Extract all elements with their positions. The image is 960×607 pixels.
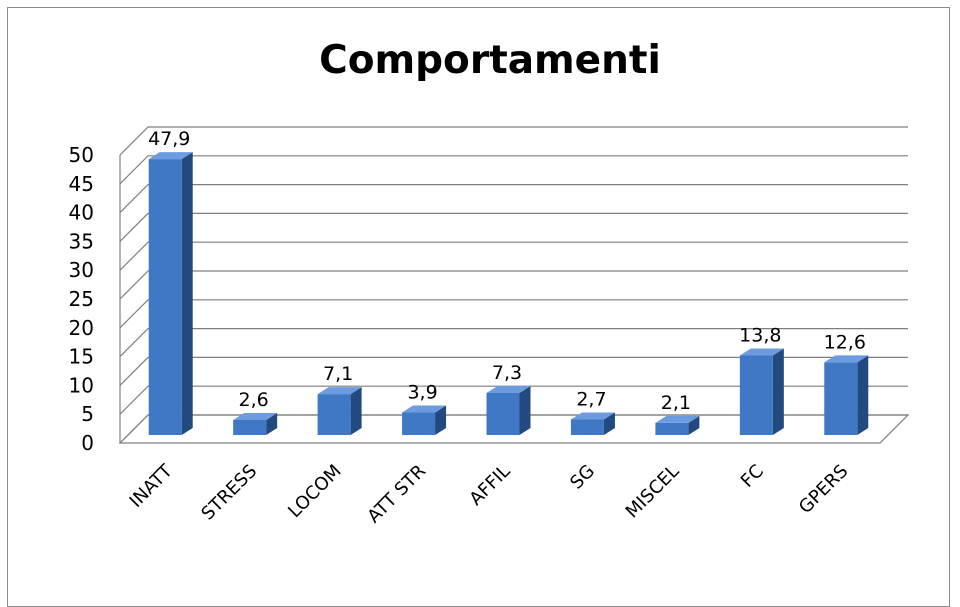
x-tick-label: INATT <box>126 460 178 512</box>
bar-top <box>824 355 869 363</box>
chart-area: Comportamenti 0 5 10 15 20 25 30 35 40 45 50 47,9 2… <box>69 38 910 527</box>
bar-front <box>317 394 351 435</box>
gridline <box>119 356 908 386</box>
x-axis: INATT STRESS LOCOM ATT STR AFFIL SG MISCEL FC GP… <box>126 460 853 527</box>
bar-side <box>688 415 700 435</box>
gridline <box>119 155 908 185</box>
gridline <box>119 212 908 242</box>
bar-top <box>402 405 447 413</box>
gridline <box>119 241 908 271</box>
bar-top <box>655 415 700 423</box>
gridlines <box>119 126 908 444</box>
bar-top <box>317 387 362 395</box>
bar-front <box>148 159 182 435</box>
data-label: 2,6 <box>239 389 269 411</box>
y-axis: 0 5 10 15 20 25 30 35 40 45 50 <box>69 143 94 455</box>
data-label: 13,8 <box>739 325 781 347</box>
x-tick-label: FC <box>737 461 768 492</box>
bar <box>739 348 784 435</box>
x-tick-label: ATT STR <box>363 461 430 528</box>
bar <box>824 355 869 435</box>
y-tick-label: 25 <box>69 287 94 311</box>
data-label: 2,1 <box>661 392 691 414</box>
data-label: 12,6 <box>824 331 866 353</box>
bars <box>148 152 869 435</box>
x-tick-label: AFFIL <box>465 461 514 510</box>
bar <box>148 152 193 435</box>
bar-side <box>266 413 278 435</box>
bar-top <box>739 348 784 356</box>
bar <box>402 405 447 435</box>
y-tick-label: 35 <box>69 229 94 253</box>
bar-side <box>603 412 615 435</box>
y-tick-label: 40 <box>69 201 94 225</box>
bar-front <box>824 362 858 435</box>
gridline <box>119 184 908 214</box>
bar-front <box>655 422 689 435</box>
gridline <box>119 414 908 444</box>
bar-front <box>739 355 773 435</box>
bar <box>486 385 531 435</box>
data-label: 7,3 <box>492 362 522 384</box>
bar-top <box>570 412 615 420</box>
y-tick-label: 15 <box>69 345 94 369</box>
x-tick-label: LOCOM <box>284 461 345 522</box>
bar <box>317 387 362 435</box>
y-tick-label: 5 <box>81 402 94 426</box>
y-tick-label: 30 <box>69 258 94 282</box>
bar-side <box>519 385 531 435</box>
bar-front <box>233 420 267 435</box>
chart-title: Comportamenti <box>319 38 661 83</box>
x-tick-label: GPERS <box>795 461 852 518</box>
data-labels: 47,9 2,6 7,1 3,9 7,3 2,7 2,1 13,8 12,6 <box>148 128 866 414</box>
y-tick-label: 0 <box>81 431 94 455</box>
bar-side <box>857 355 869 435</box>
bar <box>570 412 615 435</box>
bar <box>655 415 700 435</box>
bar-front <box>402 412 436 435</box>
data-label: 2,7 <box>576 388 606 410</box>
y-tick-label: 50 <box>69 143 94 167</box>
gridline <box>119 299 908 329</box>
bar-side <box>435 405 447 435</box>
bar-top <box>148 152 193 160</box>
x-tick-label: SG <box>566 461 599 494</box>
bar-front <box>486 392 520 435</box>
bar <box>233 413 278 435</box>
data-label: 47,9 <box>148 128 190 150</box>
data-label: 7,1 <box>323 363 353 385</box>
gridline <box>119 328 908 358</box>
y-tick-label: 10 <box>69 373 94 397</box>
data-label: 3,9 <box>407 382 437 404</box>
x-tick-label: STRESS <box>197 461 261 525</box>
bar-top <box>233 413 278 421</box>
gridline <box>119 126 908 156</box>
y-tick-label: 20 <box>69 316 94 340</box>
x-tick-label: MISCEL <box>622 461 684 523</box>
bar-side <box>772 348 784 435</box>
y-tick-label: 45 <box>69 172 94 196</box>
gridline <box>119 270 908 300</box>
bar-side <box>181 152 193 435</box>
bar-top <box>486 385 531 393</box>
bar-side <box>350 387 362 435</box>
gridline <box>119 385 908 415</box>
bar-front <box>570 419 604 435</box>
